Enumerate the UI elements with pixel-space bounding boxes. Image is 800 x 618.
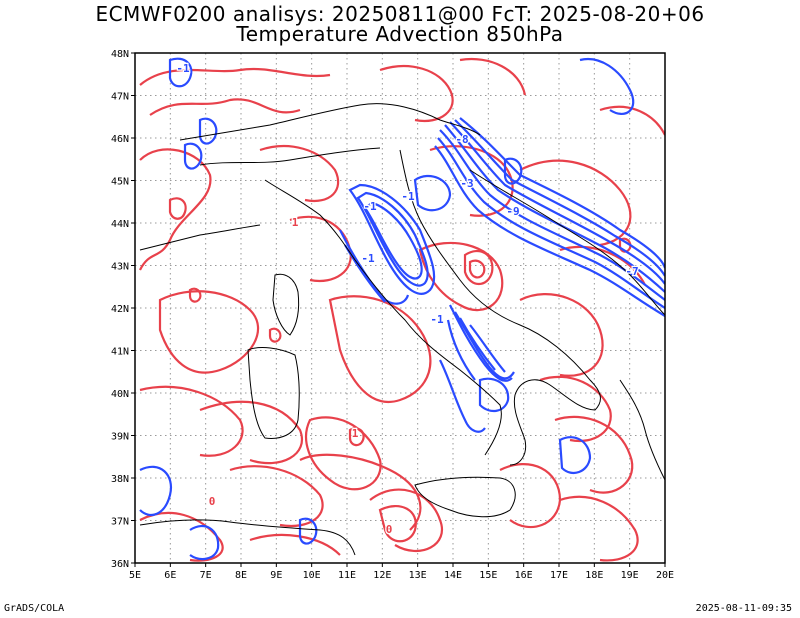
lat-tick-label: 37N [111,517,129,528]
contour-label: -9 [506,205,519,218]
lat-tick-label: 45N [111,177,129,188]
lon-tick-label: 8E [235,570,247,581]
lat-tick-label: 40N [111,389,129,400]
lat-tick-label: 41N [111,347,129,358]
lon-tick-label: 20E [656,570,674,581]
lon-tick-label: 11E [338,570,356,581]
lon-tick-label: 5E [129,570,141,581]
lat-tick-label: 39N [111,432,129,443]
contour-label: -7 [625,265,638,278]
contour-labels: -1 -1 -1 -1 -1 -8 -9 -3 -7 1 1 0 0 [175,61,640,538]
lat-tick-label: 46N [111,134,129,145]
contour-label: 1 [292,216,299,229]
contour-label: -1 [363,200,377,213]
lon-tick-label: 13E [409,570,427,581]
map-subtitle: Temperature Advection 850hPa [236,22,564,46]
lat-tick-label: 48N [111,49,129,60]
footer-timestamp: 2025-08-11-09:35 [695,603,792,614]
map-title: ECMWF0200 analisys: 20250811@00 FcT: 202… [95,2,705,26]
contour-label: -3 [460,177,473,190]
lat-tick-label: 43N [111,262,129,273]
lon-tick-label: 16E [515,570,533,581]
lat-tick-label: 38N [111,474,129,485]
footer-credit: GrADS/COLA [4,603,65,614]
lat-tick-label: 36N [111,559,129,570]
lon-tick-label: 10E [303,570,321,581]
axis-labels: 5E 6E 7E 8E 9E 10E 11E 12E 13E 14E 15E 16E 17E 18E 19E… [111,49,674,581]
warm-advection-contours [139,57,665,562]
lon-tick-label: 14E [444,570,462,581]
contour-label: -1 [401,190,415,203]
lon-tick-label: 9E [270,570,282,581]
lon-tick-label: 19E [621,570,639,581]
contour-label: -1 [361,252,375,265]
lat-tick-label: 42N [111,304,129,315]
contour-label: -1 [176,62,190,75]
contour-label: -8 [455,133,468,146]
lon-tick-label: 7E [200,570,212,581]
lon-tick-label: 15E [479,570,497,581]
contour-label: 0 [209,495,216,508]
coastlines [139,103,665,556]
lon-tick-label: 18E [585,570,603,581]
contour-label: -1 [430,313,444,326]
lon-tick-label: 6E [164,570,176,581]
grid-lines [135,53,665,563]
contour-label: 1 [352,427,359,440]
lon-tick-label: 12E [373,570,391,581]
lat-tick-label: 47N [111,92,129,103]
lat-tick-label: 44N [111,219,129,230]
lon-tick-label: 17E [550,570,568,581]
contour-label: 0 [386,523,393,536]
cold-advection-contours [139,57,665,561]
